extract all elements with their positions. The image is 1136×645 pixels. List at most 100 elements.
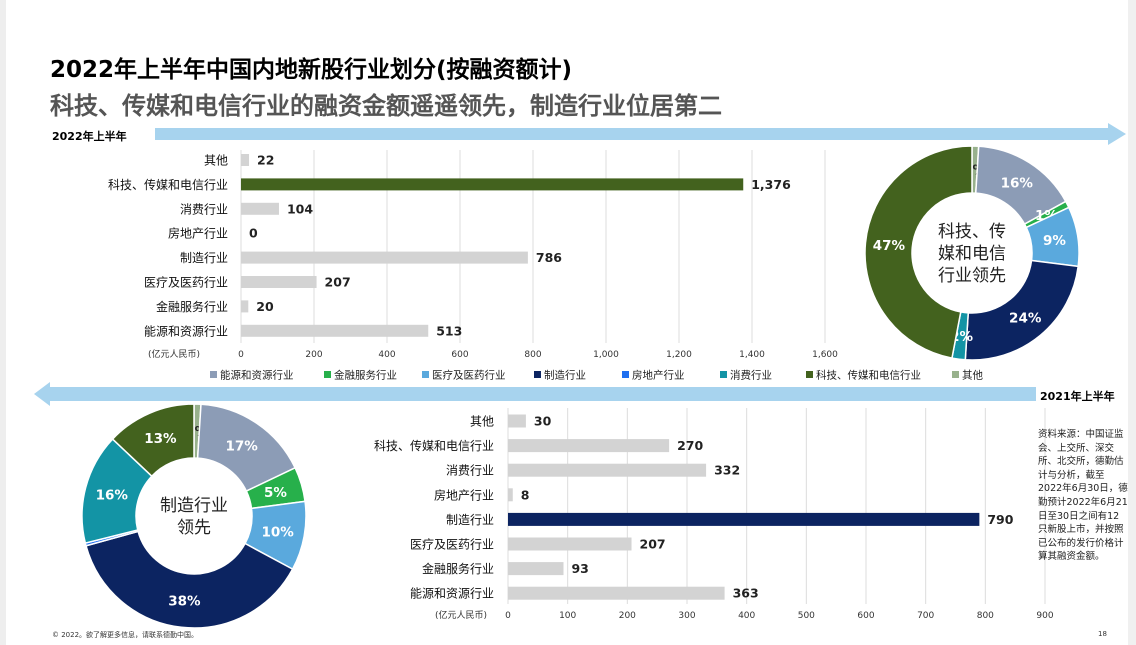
donut2022-slice-label: 24%: [1009, 310, 1042, 326]
bar2021-value-label: 790: [987, 512, 1013, 527]
legend-swatch: [952, 371, 959, 378]
bar2021-bar: [508, 439, 670, 453]
bar2022-value-label: 104: [287, 201, 313, 216]
legend-swatch: [720, 371, 727, 378]
bar2022-value-label: 207: [325, 275, 351, 290]
donut2021-center-label: 领先: [177, 518, 211, 538]
donut2022-slice: [864, 145, 973, 359]
legend-label: 其他: [962, 369, 983, 382]
bar2022-tick-label: 200: [305, 350, 322, 360]
legend-label: 金融服务行业: [334, 369, 397, 382]
bar2022-tick-label: 400: [378, 350, 395, 360]
bar2022-tick-label: 1,200: [666, 350, 692, 360]
bar2022-tick-label: 0: [238, 350, 244, 360]
legend-swatch: [534, 371, 541, 378]
bar2021-bar: [508, 562, 564, 576]
bar2022-value-label: 1,376: [751, 177, 791, 192]
bar2022-category-label: 房地产行业: [168, 226, 228, 241]
bar2022-tick-label: 800: [524, 350, 541, 360]
page-title: 2022年上半年中国内地新股行业划分(按融资额计): [50, 57, 573, 83]
period-arrow-2021-shaft: [48, 387, 1036, 401]
donut2021-slice: [111, 403, 195, 478]
bar2022-bar: [241, 276, 317, 288]
legend-label: 医疗及医药行业: [432, 369, 506, 382]
bar2021-category-label: 制造行业: [446, 513, 494, 527]
bar2022-category-label: 医疗及医药行业: [144, 276, 228, 290]
legend-label: 制造行业: [544, 369, 586, 382]
bar2021-value-label: 8: [521, 487, 530, 502]
legend-swatch: [210, 371, 217, 378]
bar2021-tick-label: 900: [1036, 611, 1053, 621]
bar2021-bar: [508, 488, 513, 502]
bar2021-tick-label: 800: [977, 611, 994, 621]
bar2022-tick-label: 1,600: [812, 350, 838, 360]
bar2022-value-label: 20: [256, 299, 274, 314]
bar2021-value-label: 30: [534, 414, 552, 429]
left-frame: [0, 0, 6, 645]
legend-swatch: [324, 371, 331, 378]
bar2022-tick-label: 1,400: [739, 350, 765, 360]
bar2021-tick-label: 400: [738, 611, 755, 621]
period-arrow-2021-head: [34, 382, 50, 406]
bar2022-bar: [241, 324, 429, 337]
donut2021-slice-label: 13%: [144, 431, 177, 447]
period-arrow-2022-head: [1108, 123, 1126, 145]
donut2022-slice-label: 16%: [1001, 175, 1034, 191]
bar2022-category-label: 科技、传媒和电信行业: [108, 177, 228, 192]
bar2021-category-label: 房地产行业: [434, 487, 494, 502]
page-number: 18: [1098, 630, 1107, 638]
bar2022-bar: [241, 178, 744, 191]
bar2021-bar: [508, 512, 980, 526]
bar2021-value-label: 93: [571, 561, 588, 576]
bar2021-tick-label: 0: [505, 611, 511, 621]
bar2021-category-label: 医疗及医药行业: [410, 538, 494, 552]
bar2022-value-label: 513: [436, 323, 462, 338]
bar2022-category-label: 制造行业: [180, 251, 228, 265]
legend-swatch: [622, 371, 629, 378]
bar2021-category-label: 金融服务行业: [422, 561, 494, 576]
bar2021-bar: [508, 586, 725, 600]
bar2022-tick-label: 1,000: [593, 350, 619, 360]
bar2021-tick-label: 300: [678, 611, 695, 621]
bar2021-value-label: 363: [733, 586, 759, 601]
legend-label: 房地产行业: [632, 369, 685, 382]
bar2021-value-label: 207: [640, 537, 666, 552]
period-label-2022: 2022年上半年: [52, 130, 127, 143]
bar2022-unit-label: (亿元人民币): [148, 348, 200, 360]
bar2022-tick-label: 600: [451, 350, 468, 360]
period-arrow-2022-shaft: [155, 128, 1110, 140]
bar2021-bar: [508, 537, 632, 551]
bar2021-value-label: 332: [714, 463, 740, 478]
footer-copyright: © 2022。欲了解更多信息，请联系德勤中国。: [52, 631, 199, 639]
bar2021-tick-label: 200: [619, 611, 636, 621]
legend-swatch: [806, 371, 813, 378]
bar2022-value-label: 786: [536, 250, 562, 265]
legend-swatch: [422, 371, 429, 378]
donut2022-slice-label: 9%: [1043, 233, 1066, 249]
bar2021-category-label: 消费行业: [446, 464, 494, 478]
donut2021-slice-label: 38%: [168, 593, 201, 609]
bar2022-bar: [241, 202, 279, 215]
bar2021-bar: [508, 414, 526, 428]
bar2021-bar: [508, 463, 707, 477]
donut2021-slice-label: 5%: [264, 485, 287, 501]
bar2021-tick-label: 700: [917, 611, 934, 621]
bar2022-bar: [241, 300, 249, 313]
donut2021-slice-label: 16%: [96, 487, 129, 503]
source-note: 资料来源：中国证监会、上交所、深交所、北交所，德勤估计与分析，截至2022年6月…: [1038, 429, 1128, 563]
donut2022-center-label: 行业领先: [938, 266, 1006, 286]
bar2021-tick-label: 500: [798, 611, 815, 621]
bar2022-category-label: 能源和资源行业: [144, 324, 228, 338]
bar2022-category-label: 消费行业: [180, 202, 228, 216]
page-subtitle: 科技、传媒和电信行业的融资金额遥遥领先，制造行业位居第二: [50, 92, 722, 120]
bar2022-value-label: 0: [249, 226, 258, 241]
donut2022-center-label: 媒和电信: [938, 244, 1006, 264]
bar2021-unit-label: (亿元人民币): [435, 609, 487, 621]
bar2021-category-label: 科技、传媒和电信行业: [374, 438, 494, 453]
right-frame: [1128, 0, 1136, 645]
bar2021-value-label: 270: [677, 438, 703, 453]
bar2022-category-label: 金融服务行业: [156, 299, 228, 314]
legend-label: 能源和资源行业: [220, 369, 294, 382]
donut2021-slice: [85, 530, 294, 629]
